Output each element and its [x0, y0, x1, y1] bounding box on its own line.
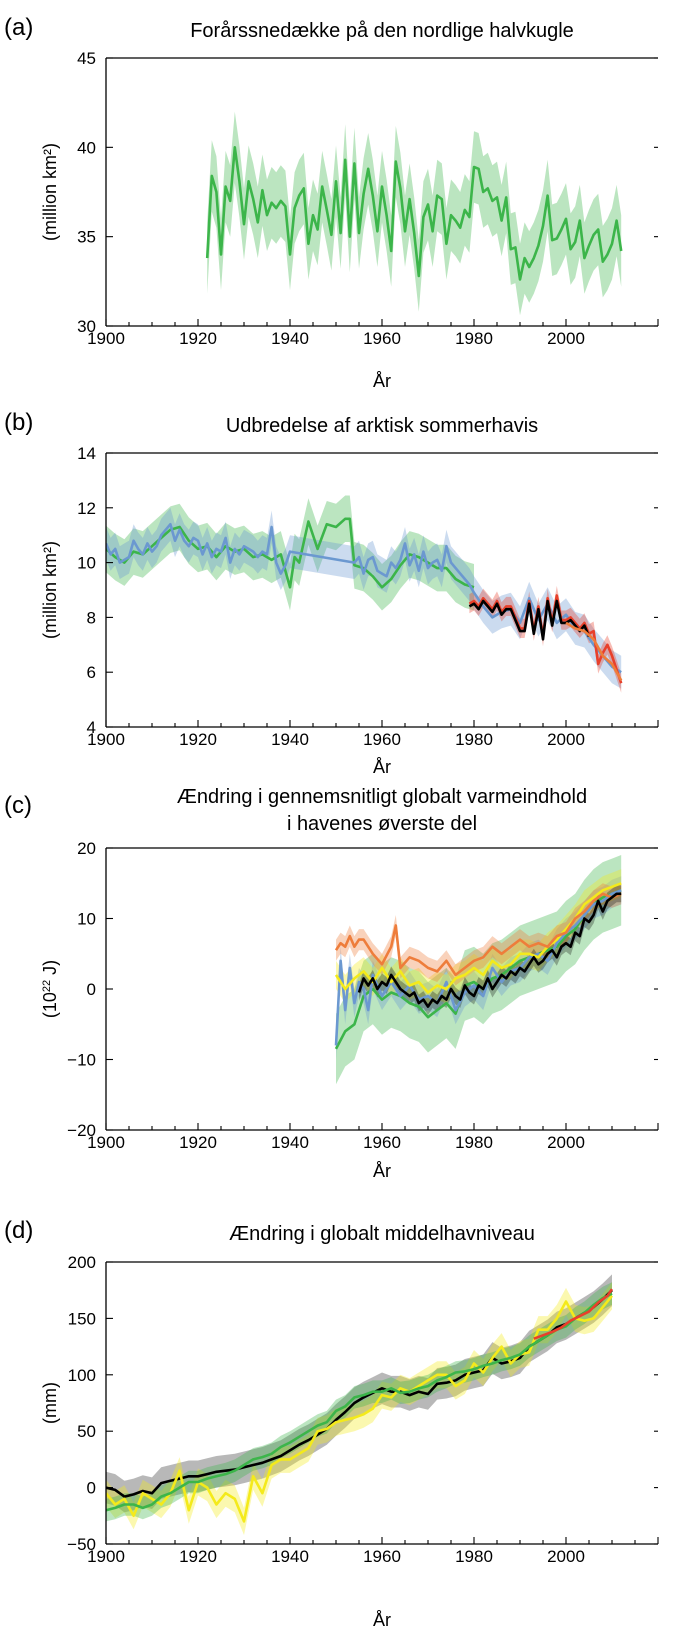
x-tick-label: 1960	[363, 1547, 401, 1566]
x-tick-label: 1940	[271, 1547, 309, 1566]
series-yellow-line	[106, 1294, 614, 1523]
x-tick-label: 2000	[547, 329, 585, 348]
x-tick-label: 1940	[271, 329, 309, 348]
y-tick-label: −20	[67, 1121, 96, 1140]
series-black-uncertainty-band	[106, 1274, 612, 1513]
x-tick-label: 1920	[179, 730, 217, 749]
y-tick-label: 8	[87, 608, 96, 627]
x-axis-label: År	[373, 1161, 391, 1181]
series-green-line	[106, 1292, 613, 1512]
panel-1: (b) Udbredelse af arktisk sommerhavis 1900…	[4, 409, 659, 777]
y-tick-label: 35	[77, 228, 96, 247]
panel-2: (c) Ændring i gennemsnitligt globalt varm…	[4, 786, 659, 1181]
series-green-line	[205, 146, 623, 281]
panel-3: (d) Ændring i globalt middelhavniveau 1900…	[4, 1217, 659, 1630]
y-tick-label: 0	[87, 980, 96, 999]
x-tick-label: 1900	[87, 1547, 125, 1566]
y-axis-label: (1022 J)	[40, 960, 60, 1018]
y-tick-label: 200	[68, 1253, 96, 1272]
y-tick-label: 150	[68, 1309, 96, 1328]
chart-title: Forårssnedække på den nordlige halvkugle	[190, 20, 574, 42]
x-tick-label: 1980	[455, 1133, 493, 1152]
series-blue-uncertainty-band	[106, 507, 622, 689]
series-yellow-uncertainty-band	[336, 869, 622, 1007]
series-black-line	[357, 892, 622, 1008]
y-tick-label: 20	[77, 839, 96, 858]
series-green-uncertainty-band	[106, 495, 474, 611]
x-tick-label: 1940	[271, 730, 309, 749]
x-axis-label: År	[373, 1610, 391, 1630]
x-tick-label: 1960	[363, 329, 401, 348]
y-tick-label: 100	[68, 1366, 96, 1385]
series-red-uncertainty-band	[469, 585, 622, 693]
series-blue-line	[106, 522, 622, 674]
y-axis-label: (mm)	[40, 1382, 60, 1424]
x-tick-label: 1900	[87, 329, 125, 348]
y-tick-label: 50	[77, 1422, 96, 1441]
y-axis-label: (million km²)	[40, 143, 60, 241]
x-tick-label: 1900	[87, 1133, 125, 1152]
series-red-line	[533, 1288, 614, 1340]
series-yellow-uncertainty-band	[106, 1282, 612, 1535]
y-tick-label: −50	[67, 1535, 96, 1554]
plot-area	[334, 855, 622, 1085]
y-tick-label: 10	[77, 554, 96, 573]
y-tick-label: 45	[77, 49, 96, 68]
y-tick-label: 30	[77, 317, 96, 336]
x-tick-label: 1920	[179, 329, 217, 348]
panel-label: (d)	[4, 1217, 33, 1244]
y-tick-label: 14	[77, 444, 96, 463]
series-black-uncertainty-band	[359, 885, 622, 1016]
panel-label: (b)	[4, 409, 33, 436]
series-green-line	[106, 517, 475, 589]
series-orange-line	[565, 621, 623, 682]
plot-area	[205, 111, 623, 316]
chart-title: Ændring i globalt middelhavniveau	[229, 1223, 535, 1245]
panel-label: (a)	[4, 14, 33, 41]
series-green-uncertainty-band	[207, 111, 622, 316]
chart-title: Udbredelse af arktisk sommerhavis	[226, 415, 538, 437]
series-green-uncertainty-band	[106, 1282, 612, 1522]
x-tick-label: 1900	[87, 730, 125, 749]
x-axis-label: År	[373, 371, 391, 391]
y-axis-label-base: (10	[40, 992, 60, 1018]
y-axis-label: (million km²)	[40, 541, 60, 639]
series-orange-line	[334, 892, 622, 977]
x-tick-label: 1920	[179, 1133, 217, 1152]
y-tick-label: 0	[87, 1479, 96, 1498]
series-black-line	[468, 599, 591, 641]
x-tick-label: 2000	[547, 1133, 585, 1152]
plot-area	[106, 495, 623, 693]
x-tick-label: 2000	[547, 1547, 585, 1566]
chart-title: Ændring i gennemsnitligt globalt varmein…	[177, 786, 587, 808]
y-tick-label: −10	[67, 1051, 96, 1070]
x-axis-label: År	[373, 757, 391, 777]
panel-0: (a) Forårssnedække på den nordlige halvku…	[4, 14, 659, 391]
y-axis-label-exponent: 22	[41, 980, 53, 992]
plot-area	[106, 1274, 614, 1535]
x-tick-label: 1960	[363, 1133, 401, 1152]
y-tick-label: 4	[87, 718, 96, 737]
y-axis-label-unit: J)	[40, 960, 60, 980]
x-tick-label: 2000	[547, 730, 585, 749]
chart-title-line2: i havenes øverste del	[287, 813, 477, 835]
panel-label: (c)	[4, 792, 32, 819]
x-tick-label: 1980	[455, 730, 493, 749]
x-tick-label: 1920	[179, 1547, 217, 1566]
y-tick-label: 12	[77, 499, 96, 518]
x-tick-label: 1940	[271, 1133, 309, 1152]
series-green-uncertainty-band	[336, 855, 622, 1085]
series-blue-uncertainty-band	[336, 876, 622, 1060]
x-tick-label: 1980	[455, 329, 493, 348]
x-tick-label: 1980	[455, 1547, 493, 1566]
x-tick-label: 1960	[363, 730, 401, 749]
y-tick-label: 6	[87, 663, 96, 682]
y-tick-label: 10	[77, 910, 96, 929]
y-tick-label: 40	[77, 138, 96, 157]
